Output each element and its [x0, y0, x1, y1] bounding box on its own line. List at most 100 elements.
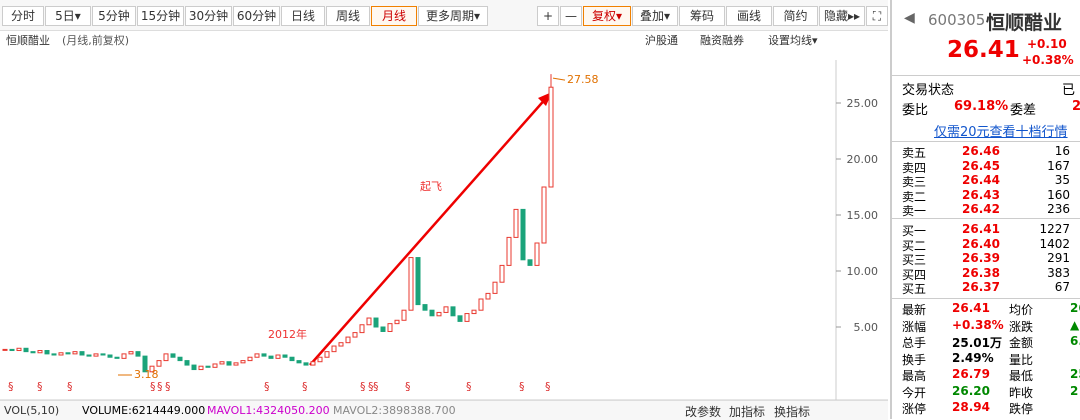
indicator-button[interactable]: 换指标	[774, 405, 811, 419]
chart: 恒顺醋业 (月线,前复权) 起飞 2012年 沪股通 融资融券 设置均线▾ 5.00 1…	[0, 33, 888, 401]
chart-title: 恒顺醋业	[6, 33, 50, 47]
tab[interactable]: 日线	[281, 6, 325, 26]
candle	[205, 365, 211, 368]
y-tick-label: 25.00	[847, 97, 879, 110]
indicator-button[interactable]: 改参数	[685, 405, 722, 419]
tab[interactable]: 周线	[326, 6, 370, 26]
book-label: 买五	[902, 282, 927, 297]
book-price: 26.41	[962, 222, 1000, 236]
stat-label: 换手	[902, 352, 927, 367]
book-volume: 35	[1054, 173, 1070, 188]
event-marker: §	[157, 380, 163, 393]
tab[interactable]: 60分钟	[233, 6, 280, 26]
candle	[345, 336, 351, 344]
chart-subtitle: (月线,前复权)	[62, 33, 129, 47]
indicator-value: VOLUME:6214449.000	[82, 404, 206, 417]
stat-value: 26.41	[952, 301, 990, 315]
book-volume: 291	[1047, 251, 1070, 266]
tool-button[interactable]: ⛶	[866, 6, 888, 26]
stat-value: 26	[1070, 301, 1080, 315]
candle	[492, 281, 498, 294]
candle	[79, 351, 85, 356]
indicator-value: MAVOL1:4324050.200	[207, 404, 330, 417]
candle	[107, 354, 113, 358]
book-volume: 160	[1047, 187, 1070, 202]
event-marker: §	[165, 380, 171, 393]
tab[interactable]: 5日▾	[45, 6, 91, 26]
chart-link[interactable]: 融资融券	[700, 33, 744, 47]
candle	[233, 362, 239, 366]
tab[interactable]: 5分钟	[92, 6, 136, 26]
quote-panel: ◀ 600305 恒顺醋业 26.41 +0.10 +0.38% 交易状态 已委比 69.18%…	[890, 0, 1080, 419]
book-price: 26.45	[962, 158, 1000, 173]
event-marker: §	[8, 380, 14, 393]
candle	[429, 309, 435, 317]
candle	[219, 361, 225, 365]
candle	[149, 365, 155, 373]
divider	[892, 75, 1080, 76]
book-volume: 67	[1054, 280, 1070, 295]
candle	[184, 360, 190, 366]
max-pointer	[552, 77, 566, 81]
candle	[93, 353, 99, 357]
stat-value: 26.79	[952, 367, 990, 381]
book-price: 26.43	[962, 187, 1000, 202]
tab[interactable]: 30分钟	[185, 6, 232, 26]
ratio-cell: 69.18%	[954, 99, 1009, 114]
candle	[548, 86, 554, 188]
book-price: 26.38	[962, 265, 1000, 280]
stat-value: 2	[1070, 383, 1079, 398]
tool-button[interactable]: 隐藏▸▸	[819, 6, 865, 26]
candle	[352, 332, 358, 338]
ratio-cell: 2	[1072, 99, 1080, 114]
candle	[415, 257, 421, 306]
tool-button[interactable]: —	[560, 6, 582, 26]
tool-button[interactable]: 筹码	[679, 6, 725, 26]
tab[interactable]: 月线	[371, 6, 417, 26]
status-label: 交易状态	[902, 83, 955, 98]
candle	[135, 351, 141, 357]
candle	[408, 257, 414, 311]
book-price: 26.44	[962, 173, 1000, 188]
event-marker: §	[264, 380, 270, 393]
tool-button[interactable]: 画线	[726, 6, 772, 26]
candle	[240, 360, 246, 364]
tool-button[interactable]: 复权▾	[583, 6, 631, 26]
tool-button[interactable]: 叠加▾	[632, 6, 678, 26]
event-marker: §	[368, 380, 374, 393]
chart-link[interactable]: 设置均线▾	[768, 33, 818, 47]
toolbar: 分时 5日▾ 5分钟 15分钟 30分钟 60分钟 日线 周线 月线 更多周期▾ + — 复权▾ 叠加▾ 筹…	[0, 0, 888, 31]
candle	[100, 353, 106, 356]
tab[interactable]: 更多周期▾	[418, 6, 488, 26]
tool-button[interactable]: 简约	[773, 6, 818, 26]
candle	[422, 304, 428, 311]
candle	[261, 353, 267, 357]
stat-label: 最高	[902, 369, 927, 383]
candle	[177, 356, 183, 362]
status-value: 已	[1062, 83, 1076, 98]
upgrade-link[interactable]: 仅需20元查看十档行情	[934, 125, 1068, 140]
candle	[254, 353, 260, 358]
candle	[9, 348, 15, 352]
stat-label: 涨幅	[902, 319, 927, 334]
book-label: 卖二	[902, 189, 927, 204]
book-label: 买四	[902, 267, 927, 282]
divider	[892, 298, 1080, 299]
tool-button[interactable]: +	[537, 6, 559, 26]
tab[interactable]: 分时	[2, 6, 44, 26]
candle	[16, 347, 22, 352]
stat-value: 28.94	[952, 400, 990, 414]
tab[interactable]: 15分钟	[137, 6, 184, 26]
indicator-button[interactable]: 加指标	[729, 405, 766, 419]
stat-value: 26.20	[952, 383, 990, 398]
event-marker: §	[405, 380, 411, 393]
book-price: 26.42	[962, 202, 1000, 217]
candle	[499, 264, 505, 283]
candle	[366, 317, 372, 326]
chart-link[interactable]: 沪股通	[645, 33, 678, 47]
book-label: 卖一	[902, 204, 927, 219]
book-volume: 236	[1047, 202, 1070, 217]
event-marker: §	[545, 380, 551, 393]
ratio-cell: 委比	[902, 103, 929, 118]
event-marker: §	[150, 380, 156, 393]
